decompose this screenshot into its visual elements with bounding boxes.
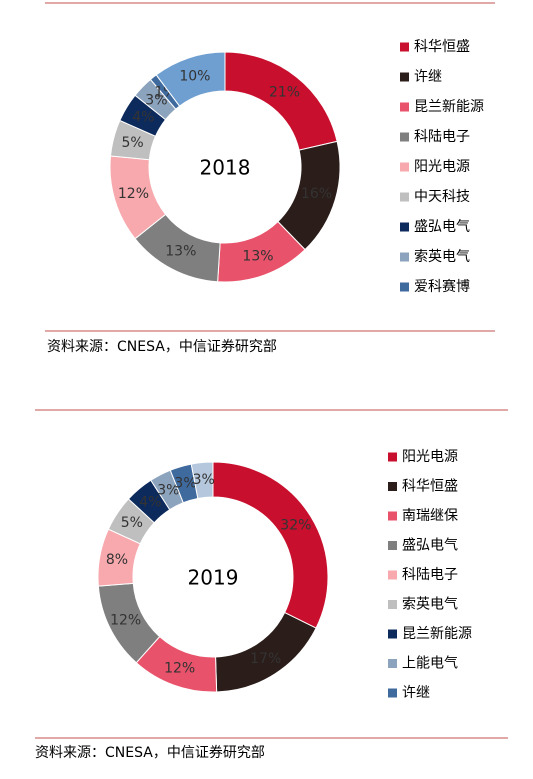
legend-label: 昆兰新能源: [414, 99, 484, 115]
value-label: 12%: [164, 661, 195, 677]
legend-swatch: [400, 72, 409, 82]
legend-swatch: [400, 222, 409, 232]
slice: [190, 461, 214, 500]
value-label: 21%: [269, 84, 300, 100]
legend-label: 南瑞继保: [402, 508, 458, 524]
source-note: 资料来源：CNESA，中信证券研究部: [35, 745, 265, 761]
value-label: 16%: [301, 186, 332, 202]
value-label: 10%: [179, 68, 210, 84]
legend-label: 科华恒盛: [402, 479, 458, 495]
center-label: 2018: [200, 156, 251, 180]
legend-swatch: [388, 629, 397, 639]
value-label: 3%: [145, 93, 167, 109]
legend-label: 科华恒盛: [414, 39, 470, 55]
legend-swatch: [400, 282, 409, 292]
source-note: 资料来源：CNESA，中信证券研究部: [47, 339, 277, 355]
value-label: 3%: [157, 482, 179, 498]
value-label: 13%: [242, 249, 273, 265]
legend-label: 阳光电源: [414, 159, 470, 175]
legend-swatch: [388, 600, 397, 609]
value-label: 13%: [165, 244, 196, 260]
slice: [155, 51, 226, 107]
center-label: 2019: [188, 566, 239, 590]
value-label: 4%: [139, 494, 161, 510]
value-label: 32%: [280, 518, 311, 534]
legend-label: 盛弘电气: [414, 219, 470, 235]
legend-label: 科陆电子: [402, 567, 458, 583]
legend-swatch: [400, 162, 409, 172]
value-label: 4%: [132, 109, 154, 125]
slice: [212, 461, 329, 629]
value-label: 12%: [118, 186, 149, 202]
value-label: 5%: [121, 515, 143, 531]
legend-label: 科陆电子: [414, 129, 470, 145]
legend-swatch: [388, 570, 397, 580]
legend-label: 索英电气: [414, 248, 470, 265]
legend-swatch: [388, 659, 397, 668]
value-label: 3%: [174, 475, 196, 491]
legend-swatch: [388, 541, 397, 550]
legend-label: 阳光电源: [402, 449, 458, 465]
legend-label: 上能电气: [402, 656, 458, 672]
legend-swatch: [400, 42, 409, 52]
slice: [224, 51, 338, 151]
legend-swatch: [400, 252, 409, 262]
legend-label: 盛弘电气: [402, 538, 458, 554]
legend-label: 昆兰新能源: [402, 626, 472, 642]
legend-swatch: [388, 511, 397, 521]
legend-label: 许继: [402, 685, 430, 701]
legend-swatch: [400, 192, 409, 202]
value-label: 12%: [110, 612, 141, 628]
legend-swatch: [388, 688, 397, 698]
legend-swatch: [400, 132, 409, 142]
legend-label: 中天科技: [414, 189, 470, 205]
value-label: 8%: [106, 552, 128, 568]
legend-swatch: [388, 482, 397, 491]
legend-label: 爱科赛博: [414, 278, 470, 295]
value-label: 3%: [193, 472, 215, 488]
value-label: 5%: [122, 135, 144, 151]
legend-swatch: [400, 102, 409, 112]
legend-label: 许继: [414, 69, 442, 85]
legend-swatch: [388, 452, 397, 462]
legend-label: 索英电气: [402, 596, 458, 613]
value-label: 17%: [250, 651, 281, 667]
